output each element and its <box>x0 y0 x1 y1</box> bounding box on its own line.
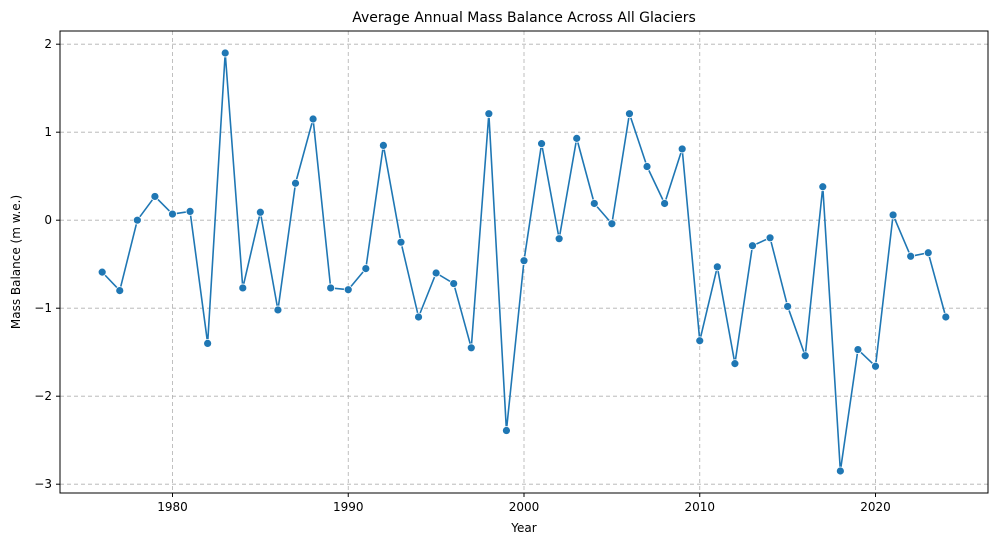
data-point <box>923 248 933 258</box>
data-point <box>800 351 810 361</box>
data-series <box>97 48 951 476</box>
x-tick-label: 1990 <box>333 500 364 514</box>
data-point <box>291 178 300 188</box>
data-point <box>712 262 722 272</box>
data-point <box>273 305 283 315</box>
data-point <box>589 199 599 208</box>
data-point <box>308 114 318 124</box>
y-tick-label: 0 <box>44 213 52 227</box>
data-point <box>835 466 845 476</box>
x-tick-label: 2020 <box>860 500 891 514</box>
y-axis-label: Mass Balance (m w.e.) <box>9 195 23 329</box>
data-point <box>150 192 160 201</box>
x-tick-label: 2010 <box>684 500 715 514</box>
data-point <box>115 286 125 296</box>
data-point <box>414 312 423 322</box>
data-point <box>941 312 951 322</box>
data-point <box>361 264 371 274</box>
data-point <box>185 206 195 216</box>
x-axis-ticks: 1980 1990 2000 2010 2020 <box>157 493 891 514</box>
x-axis-label: Year <box>510 521 536 535</box>
data-point <box>168 209 177 219</box>
data-point <box>554 234 564 244</box>
data-point <box>484 109 494 119</box>
data-point <box>396 237 406 247</box>
chart-title: Average Annual Mass Balance Across All G… <box>352 10 696 26</box>
data-point <box>695 336 705 346</box>
data-point <box>853 345 863 354</box>
data-point <box>238 283 248 293</box>
data-point <box>378 140 388 150</box>
y-tick-label: −1 <box>34 301 52 315</box>
data-point <box>748 241 757 251</box>
data-point <box>677 144 687 154</box>
y-tick-label: 2 <box>44 37 52 51</box>
x-tick-label: 2000 <box>509 500 540 514</box>
data-point <box>203 338 213 348</box>
data-point <box>220 48 230 58</box>
data-point <box>97 267 107 277</box>
data-point <box>343 285 353 295</box>
data-point <box>871 361 880 371</box>
data-point <box>642 162 652 171</box>
data-point <box>255 207 265 217</box>
data-point <box>660 199 670 208</box>
data-point <box>818 182 828 192</box>
data-point <box>537 139 546 149</box>
data-point <box>466 343 476 353</box>
x-tick-label: 1980 <box>157 500 188 514</box>
data-point <box>625 109 634 119</box>
y-tick-label: −2 <box>34 389 52 403</box>
y-tick-label: −3 <box>34 477 52 491</box>
y-axis-ticks: −3 −2 −1 0 1 2 <box>34 37 60 491</box>
data-point <box>431 268 441 278</box>
data-point <box>326 283 336 293</box>
data-point <box>502 426 511 435</box>
data-point <box>519 256 529 266</box>
data-point <box>449 279 459 288</box>
data-point <box>132 215 142 225</box>
y-tick-label: 1 <box>44 125 52 139</box>
data-point <box>765 233 775 243</box>
data-point <box>730 359 740 369</box>
grid-lines <box>60 31 988 493</box>
data-point <box>906 251 916 261</box>
data-point <box>607 219 617 229</box>
data-point <box>572 133 582 143</box>
data-point <box>783 302 793 311</box>
data-point <box>888 210 898 220</box>
